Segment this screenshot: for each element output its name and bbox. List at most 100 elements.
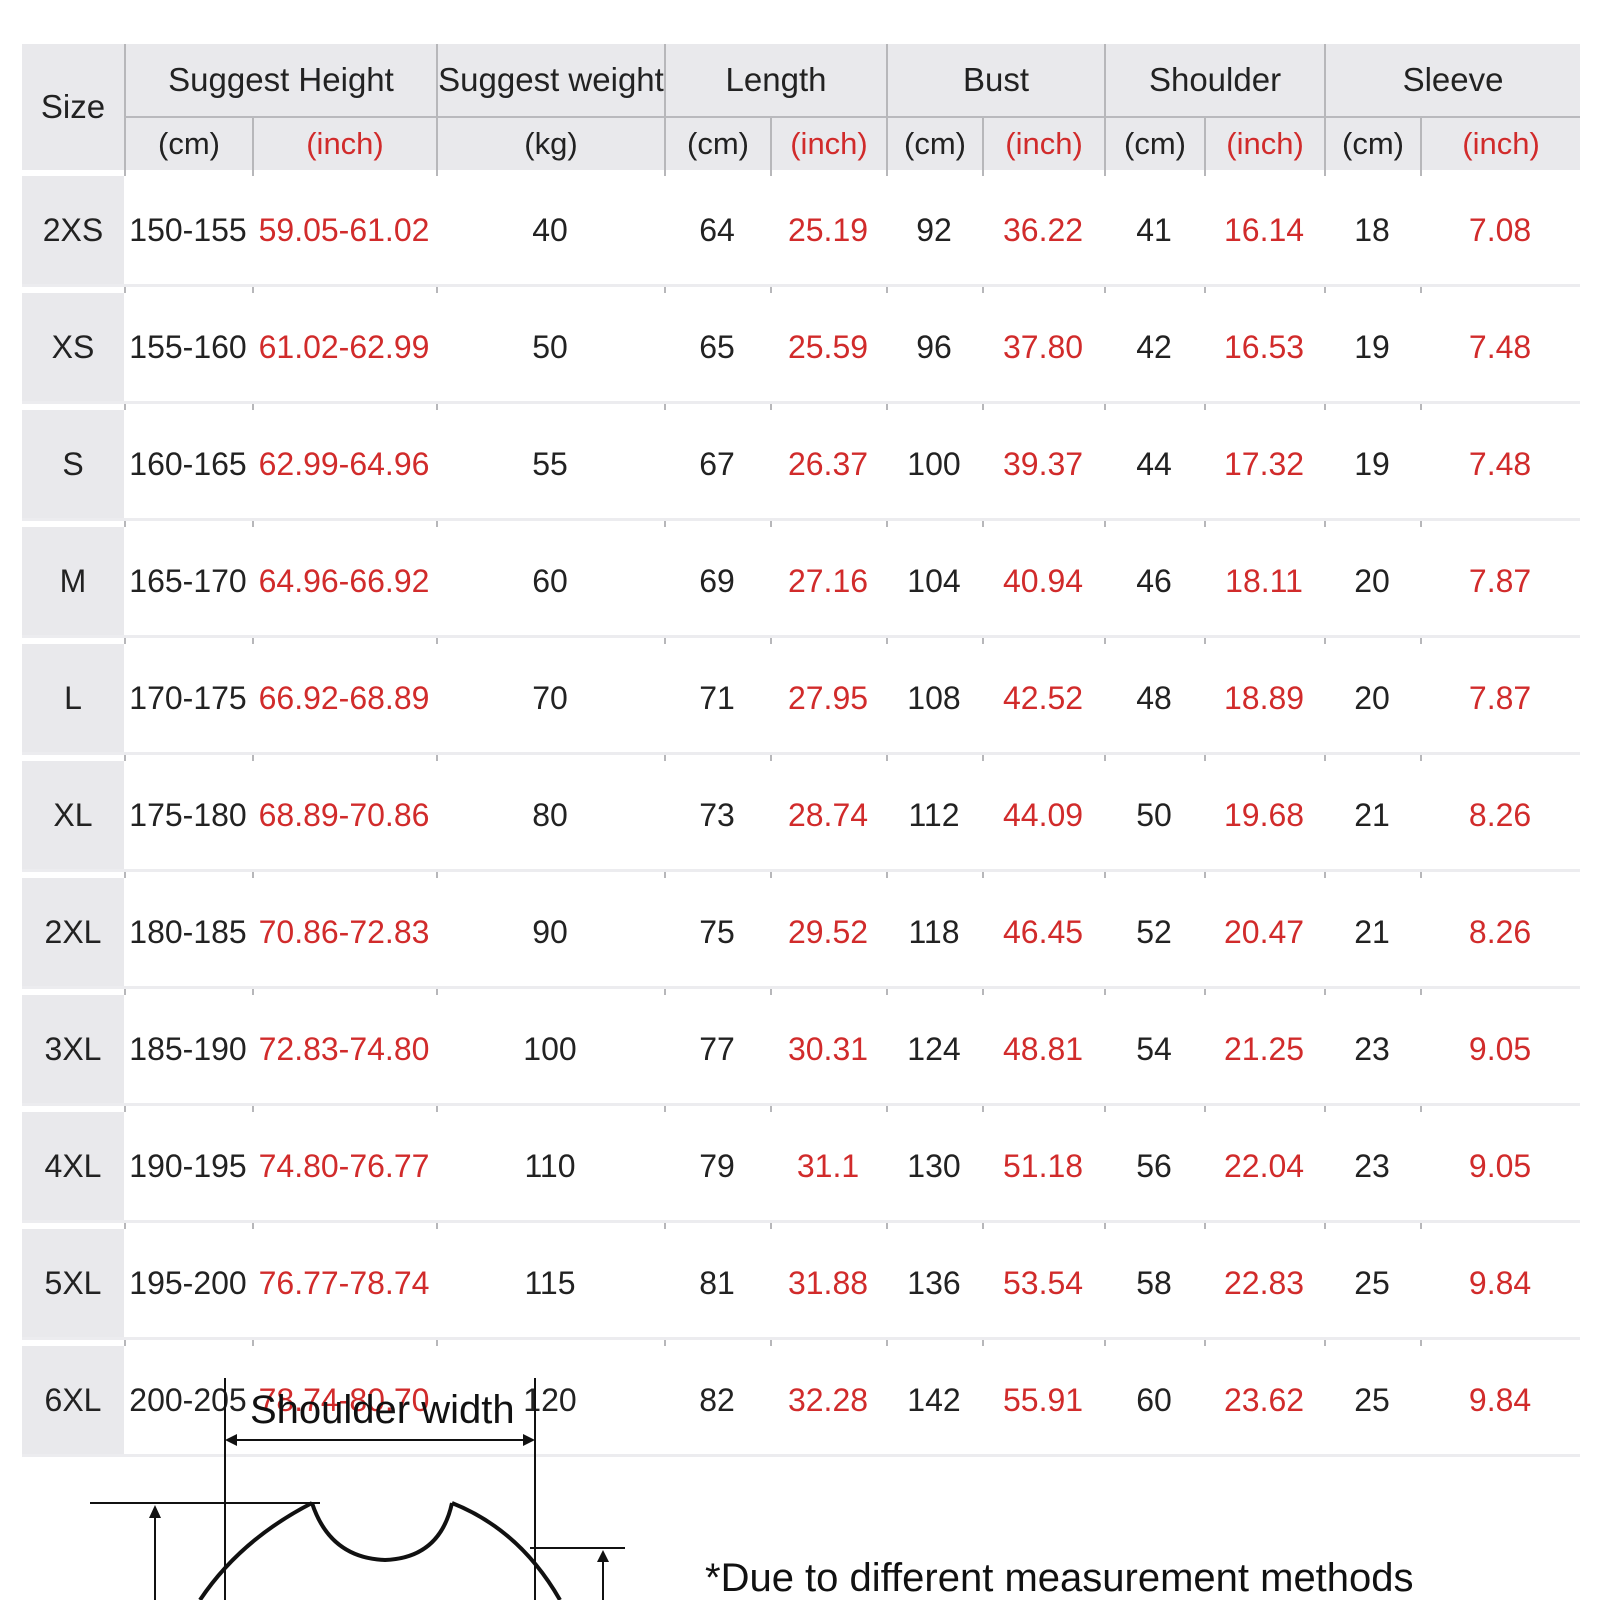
separator-cell	[1204, 989, 1325, 995]
table-cell: 160-165	[124, 410, 252, 521]
table-cell: 7.48	[1420, 410, 1581, 521]
separator-cell	[770, 989, 886, 995]
separator-cell	[436, 755, 664, 761]
table-cell: 23	[1324, 1112, 1421, 1223]
separator-cell	[252, 1106, 436, 1112]
separator-cell	[436, 872, 664, 878]
size-cell: 2XS	[22, 176, 124, 287]
table-cell: 36.22	[982, 176, 1105, 287]
row-separator	[22, 287, 1581, 293]
separator-cell	[1420, 1223, 1581, 1229]
table-cell: 19	[1324, 293, 1421, 404]
row-separator	[22, 170, 1581, 176]
separator-cell	[124, 1340, 252, 1346]
separator-cell	[1104, 521, 1205, 527]
table-cell: 142	[886, 1346, 982, 1457]
separator-cell	[124, 638, 252, 644]
table-cell: 150-155	[124, 176, 252, 287]
separator-cell	[1324, 989, 1421, 995]
separator-cell	[664, 521, 770, 527]
separator-cell	[1204, 1340, 1325, 1346]
separator-cell	[1104, 989, 1205, 995]
table-cell: 66.92-68.89	[252, 644, 436, 755]
separator-cell	[22, 287, 124, 293]
size-cell: 5XL	[22, 1229, 124, 1340]
separator-cell	[1324, 638, 1421, 644]
table-cell: 136	[886, 1229, 982, 1340]
table-cell: 19.68	[1204, 761, 1325, 872]
separator-cell	[1420, 989, 1581, 995]
separator-cell	[982, 1340, 1105, 1346]
separator-cell	[770, 638, 886, 644]
table-cell: 9.84	[1420, 1229, 1581, 1340]
table-cell: 37.80	[982, 293, 1105, 404]
separator-cell	[22, 755, 124, 761]
header-shoulder: Shoulder	[1104, 44, 1325, 118]
table-cell: 120	[436, 1346, 664, 1457]
table-cell: 46	[1104, 527, 1205, 638]
table-cell: 26.37	[770, 410, 886, 521]
table-cell: 46.45	[982, 878, 1105, 989]
separator-cell	[1104, 170, 1205, 176]
table-cell: 9.05	[1420, 995, 1581, 1106]
separator-cell	[252, 872, 436, 878]
table-row: L 170-175 66.92-68.89 70 71 27.95 108 42.52 48 18…	[22, 644, 1581, 755]
table-cell: 115	[436, 1229, 664, 1340]
table-cell: 90	[436, 878, 664, 989]
table-cell: 31.1	[770, 1112, 886, 1223]
separator-cell	[22, 872, 124, 878]
separator-cell	[1204, 872, 1325, 878]
shoulder-width-label: Shoulder width	[250, 1388, 515, 1432]
unit-header: (cm)	[1324, 118, 1421, 170]
separator-cell	[252, 521, 436, 527]
separator-cell	[252, 755, 436, 761]
separator-cell	[22, 404, 124, 410]
separator-cell	[886, 1223, 982, 1229]
separator-cell	[982, 638, 1105, 644]
separator-cell	[886, 1106, 982, 1112]
separator-cell	[1204, 170, 1325, 176]
size-cell: 4XL	[22, 1112, 124, 1223]
table-cell: 195-200	[124, 1229, 252, 1340]
table-cell: 68.89-70.86	[252, 761, 436, 872]
table-cell: 61.02-62.99	[252, 293, 436, 404]
table-cell: 100	[436, 995, 664, 1106]
table-cell: 48	[1104, 644, 1205, 755]
separator-cell	[886, 989, 982, 995]
table-cell: 31.88	[770, 1229, 886, 1340]
table-row: 2XL 180-185 70.86-72.83 90 75 29.52 118 46.45 52…	[22, 878, 1581, 989]
table-cell: 18	[1324, 176, 1421, 287]
separator-cell	[22, 638, 124, 644]
header-suggest-weight: Suggest weight	[436, 44, 664, 118]
separator-cell	[1204, 755, 1325, 761]
table-cell: 108	[886, 644, 982, 755]
separator-cell	[252, 1340, 436, 1346]
table-cell: 42	[1104, 293, 1205, 404]
separator-cell	[1204, 638, 1325, 644]
header-length: Length	[664, 44, 886, 118]
table-cell: 60	[436, 527, 664, 638]
unit-header: (cm)	[664, 118, 770, 170]
separator-cell	[252, 1223, 436, 1229]
separator-cell	[886, 638, 982, 644]
separator-cell	[982, 1223, 1105, 1229]
table-cell: 44.09	[982, 761, 1105, 872]
separator-cell	[770, 404, 886, 410]
size-table-body: 2XS 150-155 59.05-61.02 40 64 25.19 92 36.22 41 1…	[22, 170, 1581, 1457]
table-cell: 40	[436, 176, 664, 287]
table-cell: 23.62	[1204, 1346, 1325, 1457]
separator-cell	[770, 170, 886, 176]
table-cell: 8.26	[1420, 878, 1581, 989]
separator-cell	[664, 170, 770, 176]
table-cell: 70	[436, 644, 664, 755]
table-cell: 55.91	[982, 1346, 1105, 1457]
separator-cell	[252, 638, 436, 644]
table-cell: 53.54	[982, 1229, 1105, 1340]
row-separator	[22, 989, 1581, 995]
separator-cell	[1204, 1223, 1325, 1229]
separator-cell	[886, 287, 982, 293]
separator-cell	[770, 1106, 886, 1112]
separator-cell	[124, 1223, 252, 1229]
separator-cell	[1104, 638, 1205, 644]
table-cell: 54	[1104, 995, 1205, 1106]
